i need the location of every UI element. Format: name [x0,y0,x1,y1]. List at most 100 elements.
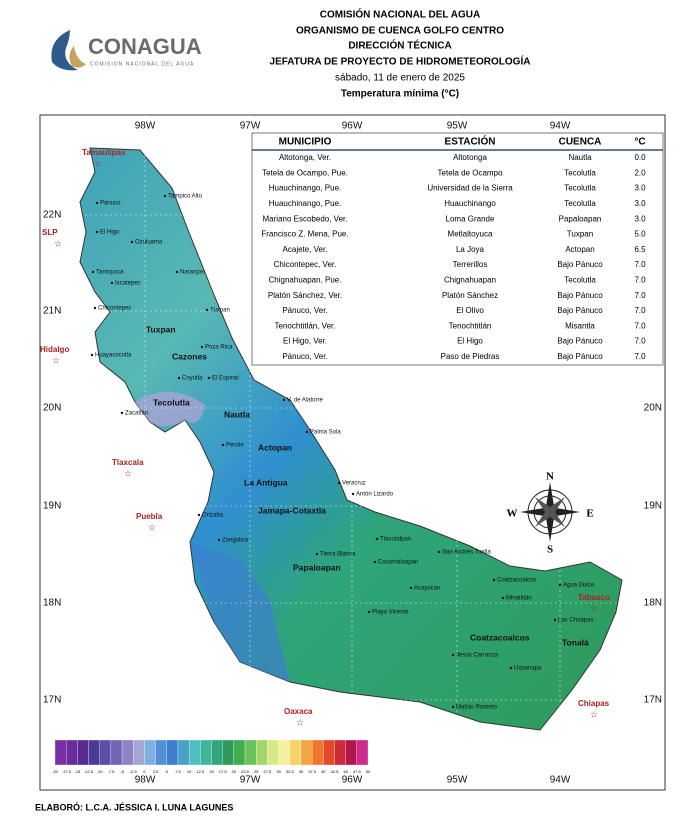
legend-tick: -2.5 [130,769,138,774]
column-header: CUENCA [559,137,602,148]
place-dot [509,666,513,670]
place-dot [437,550,441,554]
place-dot [558,583,562,587]
compass-letter: S [547,544,553,556]
table-cell: Bajo Pánuco [557,352,603,361]
table-cell: Acajete, Ver. [283,245,328,254]
place-label: Naranjos [180,270,204,276]
header-line: DIRECCIÓN TÉCNICA [348,39,451,52]
state-label: Oaxaca [284,707,313,716]
table-cell: Tecolutla [564,276,596,285]
legend-swatch [188,739,201,766]
place-label: Cosamaloapan [378,560,418,566]
place-label: Playa Vicente [372,610,409,616]
lat-label: 17N [43,695,61,706]
legend-tick: 32.5 [286,769,295,774]
lon-label: 97W [240,121,261,132]
table-cell: Nautla [568,153,592,162]
table-cell: El Olivo [456,306,484,315]
place-dot [130,240,134,244]
table-cell: Bajo Pánuco [557,337,603,346]
table-cell: Bajo Pánuco [557,291,603,300]
place-dot [217,538,221,542]
table-cell: 3.0 [634,214,646,223]
table-cell: 5.0 [634,230,646,239]
place-dot [305,430,309,434]
header-line: Temperatura mínima (°C) [341,89,459,100]
header-line: ORGANISMO DE CUENCA GOLFO CENTRO [296,26,504,37]
state-star: ☆ [590,603,598,613]
compass-letter: W [507,508,518,520]
place-dot [351,492,355,496]
table-cell: 7.0 [634,321,646,330]
state-star: ☆ [124,468,132,478]
table-cell: Tuxpan [567,230,593,239]
place-dot [207,376,211,380]
place-dot [163,194,167,198]
place-label: Minatitlán [506,596,532,602]
table-cell: Tecolutla [564,184,596,193]
place-label: Tuxpan [210,308,230,314]
place-label: Uxpanapa [514,666,542,672]
legend-swatch [77,739,89,766]
table-cell: El Higo, Ver. [283,337,327,346]
table-cell: Actopan [565,245,594,254]
legend-swatch [233,739,246,766]
logo: CONAGUA COMISION NACIONAL DEL AGUA [51,30,202,71]
table-cell: 3.0 [634,184,646,193]
table-cell: Loma Grande [446,214,495,223]
place-label: Ixcatepec [115,281,141,287]
table-cell: Tenochtitlán, Ver. [275,321,336,330]
compass-letter: E [586,508,593,520]
state-star: ☆ [54,238,62,248]
basin-label: Tonalá [562,637,589,647]
compass-letter: N [546,471,554,483]
legend-tick: -15 [74,769,81,774]
column-header: ESTACIÓN [445,135,496,148]
table-cell: Chignahuapan, Pue. [269,276,342,285]
legend-swatch [211,739,223,766]
legend-swatch [110,739,123,766]
basin-label: Coatzacoalcos [470,632,530,642]
legend-tick: 17.5 [219,769,228,774]
legend-tick: 10 [187,769,192,774]
lat-label: 20N [644,403,662,414]
legend-tick: -12.5 [84,769,94,774]
legend-swatch [88,739,100,766]
basin-label: Tuxpan [146,324,176,334]
legend-swatch [278,739,290,766]
place-label: Coatzacoalcos [497,578,536,584]
place-dot [197,513,201,517]
place-dot [91,270,95,274]
table-cell: 6.5 [634,245,646,254]
place-label: Zacatlán [125,411,148,417]
place-dot [337,481,341,485]
lon-label: 94W [550,121,571,132]
place-dot [451,705,455,709]
table-cell: Tetela de Ocampo [438,168,503,177]
basin-label: Actopan [258,442,292,452]
place-label: Tantoyuca [96,270,124,276]
table-cell: Mariano Escobedo, Ver. [263,214,348,223]
table-cell: 0.0 [634,153,646,162]
state-label: Tlaxcala [112,458,144,467]
table-cell: El Higo [457,337,483,346]
legend-tick: 5 [166,769,169,774]
place-dot [375,537,379,541]
place-label: Antón Lizardo [356,492,394,498]
place-label: Ozuluama [135,240,163,246]
state-star: ☆ [590,709,598,719]
place-dot [221,443,225,447]
legend-swatch [267,739,279,766]
basin-label: Jamapa-Cotaxtla [258,505,326,515]
table-cell: Huauchinango, Pue. [269,199,342,208]
table-cell: Universidad de la Sierra [427,184,513,193]
header-line: sábado, 11 de enero de 2025 [335,73,465,84]
place-dot [95,230,99,234]
table-cell: Platón Sánchez [442,291,498,300]
legend-tick: 45 [343,769,348,774]
table-cell: Chicontepec, Ver. [274,260,337,269]
legend-swatch [133,739,145,766]
legend-tick: 22.5 [241,769,250,774]
